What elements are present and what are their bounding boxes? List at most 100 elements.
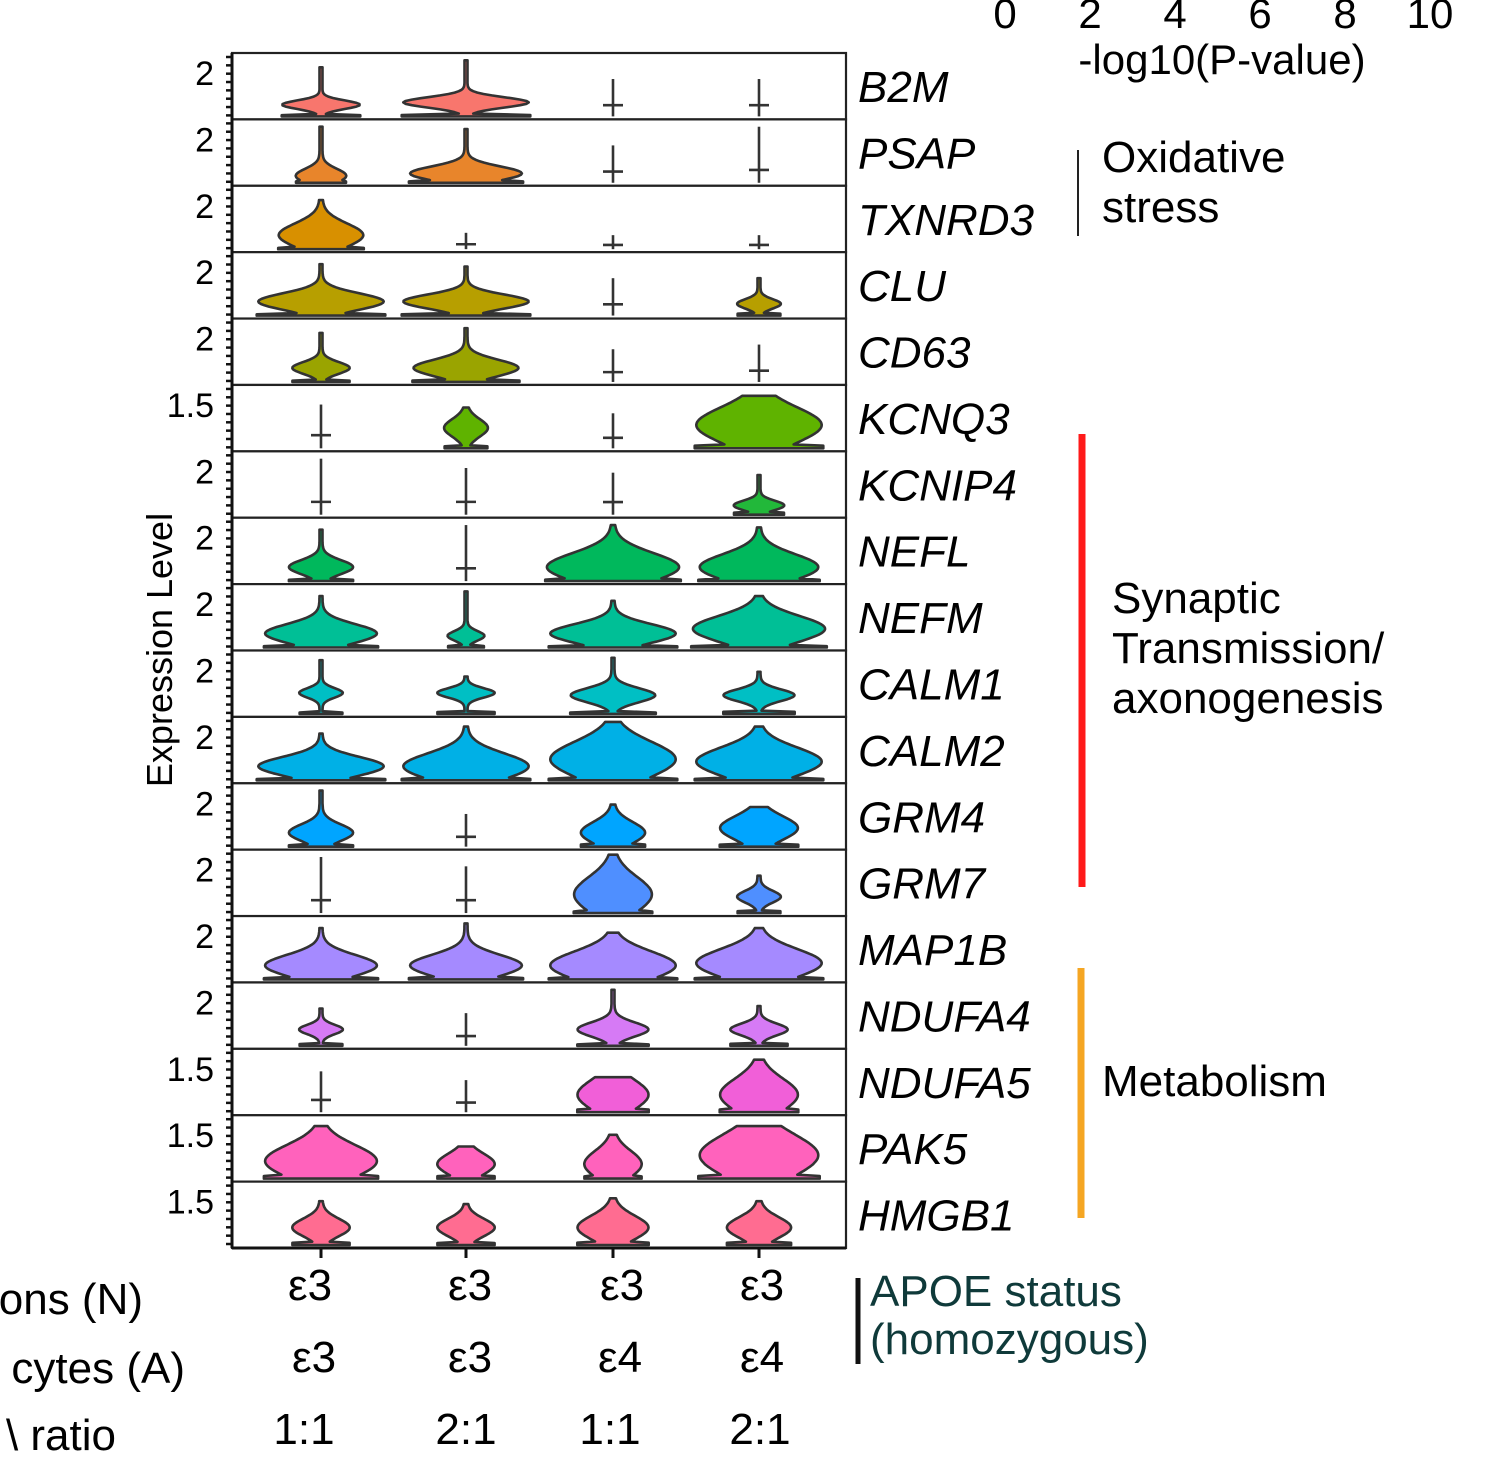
neurons-value-3: ε3 [600,1261,644,1310]
violin-pak5-4 [697,1124,821,1180]
violin-hmgb1-3 [576,1197,650,1247]
violin-clu-2 [400,265,532,317]
violin-hmgb1-1 [291,1199,351,1247]
metabolism-label: Metabolism [1102,1057,1327,1106]
violin-ndufa4-1 [297,1007,345,1048]
y-tick-label: 2 [195,653,214,691]
panel-frame [230,848,848,918]
violin-psap-2 [407,127,525,185]
violin-nefm-2 [446,590,486,649]
gene-label-kcnip4: KCNIP4 [858,461,1017,510]
violin-calm2-4 [693,725,825,782]
pvalue-tick-4: 4 [1163,0,1186,37]
violin-clu-1 [255,262,387,317]
violin-cd63-1 [291,331,351,384]
panel-ndufa4: 2 NDUFA4 [195,981,1031,1050]
y-tick-label: 2 [195,852,214,890]
y-tick-label: 2 [195,719,214,757]
y-tick-label: 2 [195,586,214,624]
gene-label-txnrd3: TXNRD3 [858,196,1035,245]
astrocytes-value-1: ε3 [292,1333,336,1382]
gene-label-nefm: NEFM [858,594,983,643]
pvalue-tick-10: 10 [1407,0,1454,37]
violin-pak5-1 [262,1124,380,1180]
panel-psap: 2 PSAP [195,118,976,187]
y-tick-label: 1.5 [167,1184,214,1222]
gene-label-ndufa5: NDUFA5 [858,1059,1031,1108]
panel-frame [230,981,848,1050]
violin-psap-1 [294,125,348,185]
violin-pak5-3 [583,1133,643,1180]
pvalue-tick-0: 0 [993,0,1016,37]
violin-b2m-1 [280,66,362,118]
y-tick-label: 2 [195,918,214,956]
y-tick-label: 2 [195,55,214,93]
panel-calm2: 2 CALM2 [195,715,1005,785]
apoe-homozygous-label: (homozygous) [870,1315,1149,1364]
violin-nefl-4 [697,526,821,583]
violin-clu-4 [735,276,783,317]
ratio-value-1: 1:1 [273,1405,334,1454]
panel-pak5: 1.5 PAK5 [167,1114,968,1183]
violin-nefm-1 [262,594,380,649]
gene-label-pak5: PAK5 [858,1125,968,1174]
panel-ndufa5: 1.5 NDUFA5 [167,1047,1031,1117]
astrocytes-value-3: ε4 [598,1333,642,1382]
y-tick-label: 1.5 [167,387,214,425]
gene-label-map1b: MAP1B [858,926,1007,975]
violin-grm4-3 [579,803,647,848]
violin-ndufa5-4 [718,1058,800,1114]
violin-grm7-4 [735,874,783,915]
apoe-status-label: APOE status [870,1267,1122,1316]
violin-calm2-2 [400,725,532,782]
pvalue-tick-6: 6 [1248,0,1271,37]
ratio-value-4: 2:1 [729,1405,790,1454]
gene-label-cd63: CD63 [858,329,971,378]
violin-calm1-2 [436,675,496,716]
violin-pak5-2 [436,1145,496,1180]
violin-hmgb1-4 [725,1199,793,1247]
gene-label-clu: CLU [858,262,946,311]
neurons-value-4: ε3 [740,1261,784,1310]
neurons-row-label: ons (N) [0,1275,143,1324]
violin-calm1-3 [568,656,658,716]
violin-map1b-1 [262,926,380,981]
violin-cd63-2 [411,326,521,384]
group-oxidative-stress: Oxidative stress [1077,133,1285,236]
y-tick-label: 2 [195,254,214,292]
panel-grm7: 2 GRM7 [195,848,987,918]
neurons-value-2: ε3 [448,1261,492,1310]
y-tick-label: 1.5 [167,1117,214,1155]
panel-b2m: 2 B2M [195,51,949,121]
violin-map1b-2 [407,922,525,981]
y-tick-label: 2 [195,520,214,558]
neurons-value-1: ε3 [288,1261,332,1310]
gene-label-hmgb1: HMGB1 [858,1192,1014,1241]
y-axis-label: Expression Level [139,513,180,787]
violin-b2m-2 [400,59,532,118]
pvalue-tick-8: 8 [1333,0,1356,37]
conditions-table: ons (N) cytes (A) \ ratio ε3 ε3 ε3 ε3 ε3… [0,1261,1149,1460]
panel-nefm: 2 NEFM [195,583,983,652]
ratio-value-2: 2:1 [435,1405,496,1454]
panel-grm4: 2 GRM4 [195,782,985,851]
y-tick-label: 2 [195,321,214,359]
gene-label-grm4: GRM4 [858,793,985,842]
astrocytes-value-4: ε4 [740,1333,784,1382]
panel-kcnq3: 1.5 KCNQ3 [167,383,1010,453]
y-tick-label: 2 [195,984,214,1022]
violin-calm2-1 [255,732,387,782]
oxidative-stress-label-line2: stress [1102,183,1219,232]
violin-kcnq3-2 [442,406,490,450]
gene-label-kcnq3: KCNQ3 [858,395,1010,444]
panel-frame [230,649,848,718]
gene-label-calm1: CALM1 [858,661,1005,710]
violin-ndufa4-4 [729,1004,789,1048]
pvalue-tick-2: 2 [1078,0,1101,37]
ratio-value-3: 1:1 [579,1405,640,1454]
y-tick-label: 2 [195,453,214,491]
panel-kcnip4: 2 KCNIP4 [195,450,1017,519]
group-metabolism: Metabolism [1077,968,1327,1218]
panel-hmgb1: 1.5 HMGB1 [167,1180,1014,1250]
astrocytes-value-2: ε3 [448,1333,492,1382]
